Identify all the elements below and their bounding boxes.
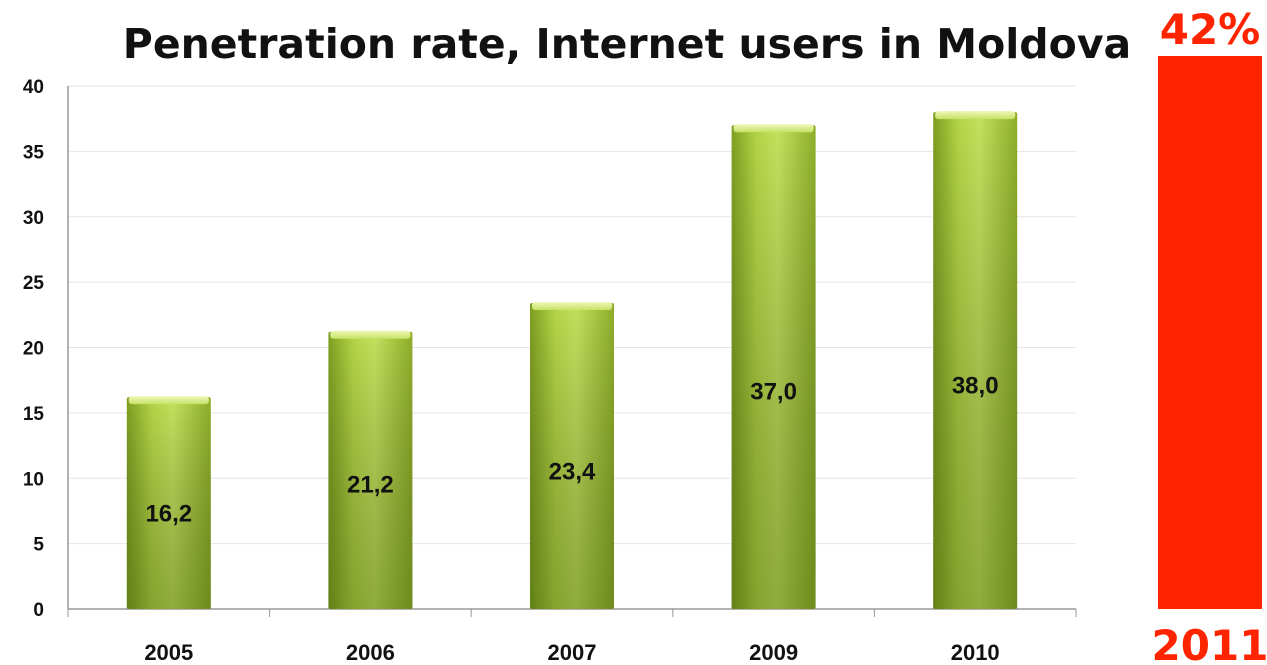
bar-2010: 38,0 [933, 111, 1018, 610]
x-tick-label: 2010 [951, 640, 1000, 665]
bar-cap [532, 302, 612, 311]
bar-data-label: 38,0 [952, 372, 999, 399]
y-tick-label: 35 [23, 142, 45, 163]
y-tick-label: 10 [23, 469, 44, 490]
bars: 16,2 21,2 23,4 37,0 38,0 [126, 111, 1018, 610]
bar-cap [935, 111, 1016, 120]
bar-shade [933, 112, 1018, 610]
bar-data-label: 21,2 [347, 471, 394, 498]
x-axis-ticks: 2005 2006 2007 2009 2010 [144, 640, 999, 665]
x-tick-label: 2009 [749, 640, 798, 665]
y-axis-ticks: 0 5 10 15 20 25 30 35 40 [23, 77, 45, 621]
bar-data-label: 23,4 [549, 458, 596, 485]
y-tick-label: 20 [23, 339, 44, 360]
y-tick-label: 30 [23, 208, 44, 229]
x-tick-label: 2011 [1152, 621, 1267, 665]
chart-title: Penetration rate, Internet users in Mold… [123, 20, 1131, 68]
bar-shade [328, 331, 413, 609]
bar-shade [731, 125, 816, 609]
x-tick-label: 2007 [548, 640, 597, 665]
y-tick-label: 0 [33, 600, 44, 621]
bar-2006: 21,2 [328, 330, 413, 609]
forecast-2011: 42% 2011 [1152, 5, 1267, 665]
bar-cap [330, 330, 411, 339]
bar-cap [733, 124, 814, 133]
bar-data-label: 37,0 [750, 378, 797, 405]
bar-2009: 37,0 [731, 124, 816, 609]
bar-shade [530, 303, 614, 609]
bar-shade [126, 397, 211, 609]
bar-cap [128, 396, 209, 405]
x-tick-label: 2006 [346, 640, 395, 665]
bar-data-label: 42% [1160, 5, 1261, 54]
bar-2005: 16,2 [126, 396, 211, 609]
bar-data-label: 16,2 [145, 501, 192, 528]
bar-2007: 23,4 [530, 302, 614, 609]
x-tick-label: 2005 [144, 640, 193, 665]
bar-2011: 42% 2011 [1152, 5, 1267, 665]
bar [1158, 56, 1262, 609]
y-tick-label: 15 [23, 404, 45, 425]
y-tick-label: 5 [33, 535, 44, 556]
y-tick-label: 40 [23, 77, 44, 98]
y-tick-label: 25 [23, 273, 45, 294]
